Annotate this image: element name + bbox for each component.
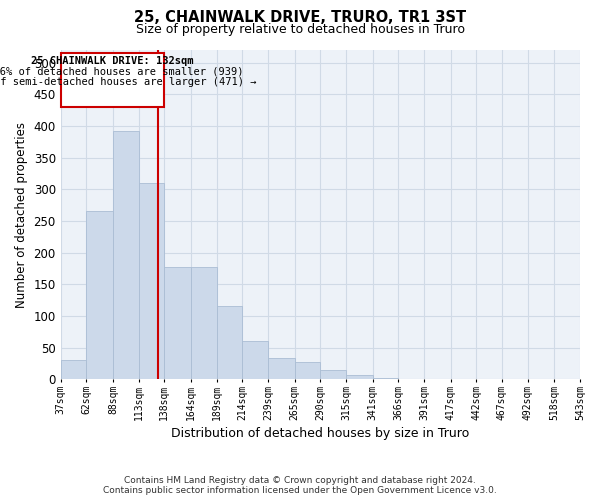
Bar — [373, 378, 398, 380]
Bar — [164, 266, 191, 380]
Text: 25 CHAINWALK DRIVE: 132sqm: 25 CHAINWALK DRIVE: 132sqm — [31, 56, 194, 66]
Bar — [295, 362, 320, 380]
Text: ← 66% of detached houses are smaller (939): ← 66% of detached houses are smaller (93… — [0, 66, 244, 76]
X-axis label: Distribution of detached houses by size in Truro: Distribution of detached houses by size … — [171, 427, 469, 440]
Bar — [424, 378, 451, 380]
FancyBboxPatch shape — [61, 53, 164, 107]
Bar — [451, 378, 476, 380]
Bar — [398, 378, 424, 380]
Bar — [320, 370, 346, 380]
Bar — [113, 131, 139, 380]
Bar — [242, 342, 268, 380]
Y-axis label: Number of detached properties: Number of detached properties — [15, 122, 28, 308]
Text: 25, CHAINWALK DRIVE, TRURO, TR1 3ST: 25, CHAINWALK DRIVE, TRURO, TR1 3ST — [134, 10, 466, 25]
Bar — [61, 360, 86, 380]
Bar — [268, 358, 295, 380]
Bar — [86, 212, 113, 380]
Bar — [217, 306, 242, 380]
Bar — [191, 266, 217, 380]
Text: Size of property relative to detached houses in Truro: Size of property relative to detached ho… — [136, 22, 464, 36]
Text: 33% of semi-detached houses are larger (471) →: 33% of semi-detached houses are larger (… — [0, 77, 256, 87]
Bar — [346, 375, 373, 380]
Bar — [554, 378, 580, 380]
Bar — [139, 183, 164, 380]
Text: Contains HM Land Registry data © Crown copyright and database right 2024.
Contai: Contains HM Land Registry data © Crown c… — [103, 476, 497, 495]
